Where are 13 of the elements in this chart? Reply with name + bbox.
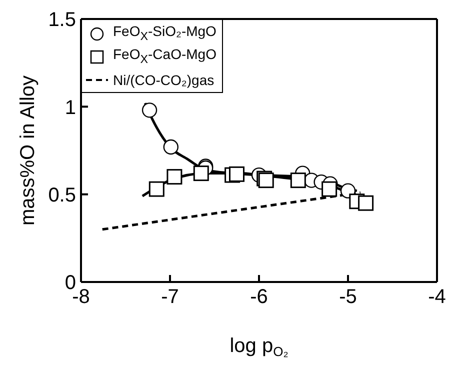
y-tick-label: 0.5	[48, 184, 76, 206]
legend-label: FeO$_{X}$-CaO-MgO	[113, 46, 216, 66]
x-tick-label: -4	[428, 286, 446, 308]
x-tick-label: -5	[339, 286, 357, 308]
x-tick-label: -6	[250, 286, 268, 308]
y-tick-label: 0	[64, 272, 76, 294]
x-tick-label: -7	[161, 286, 179, 308]
y-axis-title: mass%O in Alloy	[17, 75, 39, 226]
legend-label: FeO$_{X}$-SiO₂-MgO	[113, 23, 216, 44]
y-tick-label: 1.5	[48, 9, 76, 32]
x-axis-title: log p$_{O₂}$	[230, 335, 288, 359]
legend-label: Ni/(CO-CO₂)gas	[113, 72, 214, 88]
y-tick-label: 1	[64, 96, 76, 119]
